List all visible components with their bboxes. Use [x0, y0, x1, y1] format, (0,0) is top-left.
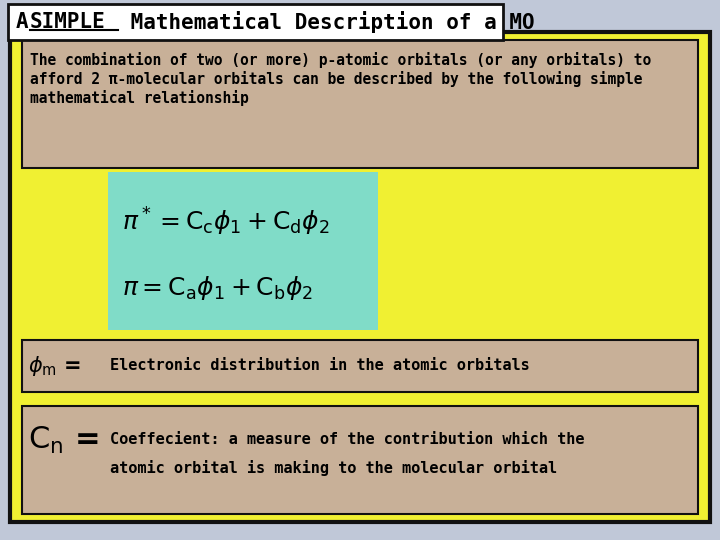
Text: afford 2 π-molecular orbitals can be described by the following simple: afford 2 π-molecular orbitals can be des… [30, 71, 642, 87]
Text: A: A [16, 12, 41, 32]
Text: $\phi_\mathrm{m}$ =: $\phi_\mathrm{m}$ = [28, 354, 81, 378]
Text: Coeffecient: a measure of the contribution which the: Coeffecient: a measure of the contributi… [110, 433, 585, 448]
FancyBboxPatch shape [22, 40, 698, 168]
Text: SIMPLE: SIMPLE [30, 12, 106, 32]
FancyBboxPatch shape [8, 4, 503, 40]
Text: $\pi^* = \mathrm{C_c}\phi_1 + \mathrm{C_d}\phi_2$: $\pi^* = \mathrm{C_c}\phi_1 + \mathrm{C_… [122, 206, 330, 238]
Text: atomic orbital is making to the molecular orbital: atomic orbital is making to the molecula… [110, 460, 557, 476]
FancyBboxPatch shape [22, 340, 698, 392]
Text: Mathematical Description of a MO: Mathematical Description of a MO [118, 11, 535, 33]
Text: $\pi = \mathrm{C_a}\phi_1 + \mathrm{C_b}\phi_2$: $\pi = \mathrm{C_a}\phi_1 + \mathrm{C_b}… [122, 274, 313, 302]
Text: $\mathrm{C_n}$ =: $\mathrm{C_n}$ = [28, 424, 99, 456]
Text: Electronic distribution in the atomic orbitals: Electronic distribution in the atomic or… [110, 359, 530, 374]
FancyBboxPatch shape [108, 172, 378, 330]
FancyBboxPatch shape [10, 32, 710, 522]
Text: The combination of two (or more) p-atomic orbitals (or any orbitals) to: The combination of two (or more) p-atomi… [30, 52, 652, 68]
Text: mathematical relationship: mathematical relationship [30, 90, 248, 106]
FancyBboxPatch shape [22, 406, 698, 514]
